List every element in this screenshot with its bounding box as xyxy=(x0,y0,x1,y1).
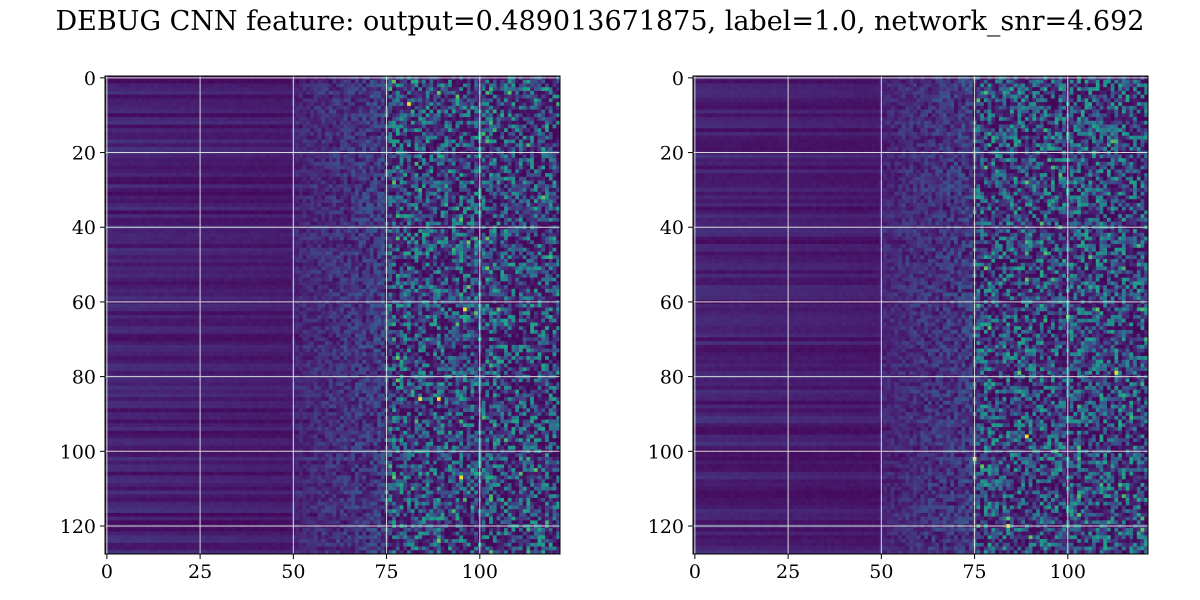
y-tick-label: 20 xyxy=(72,143,96,165)
x-tick-label: 0 xyxy=(101,561,113,583)
x-tick-label: 50 xyxy=(281,561,305,583)
y-tick-label: 0 xyxy=(84,68,96,90)
y-tick-label: 60 xyxy=(72,292,96,314)
y-tick-label: 120 xyxy=(648,516,684,538)
y-tick-label: 40 xyxy=(660,217,684,239)
grid-lines xyxy=(105,76,560,554)
y-tick-label: 60 xyxy=(660,292,684,314)
x-tick-label: 0 xyxy=(689,561,701,583)
x-tick-label: 100 xyxy=(462,561,498,583)
axes-frame xyxy=(104,75,561,555)
x-tick-label: 50 xyxy=(869,561,893,583)
heatmap-panel-right: 0 25 50 75 100 0 20 40 60 80 100 120 xyxy=(648,68,1149,583)
x-tick-label: 75 xyxy=(374,561,398,583)
x-tick-label: 100 xyxy=(1050,561,1086,583)
axes-frame xyxy=(692,75,1149,555)
heatmap-panel-left: 0 25 50 75 100 0 20 40 60 80 100 120 xyxy=(60,68,561,583)
y-tick-label: 40 xyxy=(72,217,96,239)
figure-title: DEBUG CNN feature: output=0.489013671875… xyxy=(0,6,1200,37)
y-tick-label: 100 xyxy=(60,441,96,463)
heatmap-cells xyxy=(693,76,1149,555)
y-tick-label: 100 xyxy=(648,441,684,463)
x-tick-label: 25 xyxy=(188,561,212,583)
x-tick-label: 25 xyxy=(776,561,800,583)
heatmap-cells xyxy=(105,76,561,555)
y-tick-label: 120 xyxy=(60,516,96,538)
y-tick-label: 80 xyxy=(72,367,96,389)
y-tick-label: 0 xyxy=(672,68,684,90)
x-tick-label: 75 xyxy=(962,561,986,583)
y-tick-label: 80 xyxy=(660,367,684,389)
y-tick-label: 20 xyxy=(660,143,684,165)
grid-lines xyxy=(693,76,1148,554)
